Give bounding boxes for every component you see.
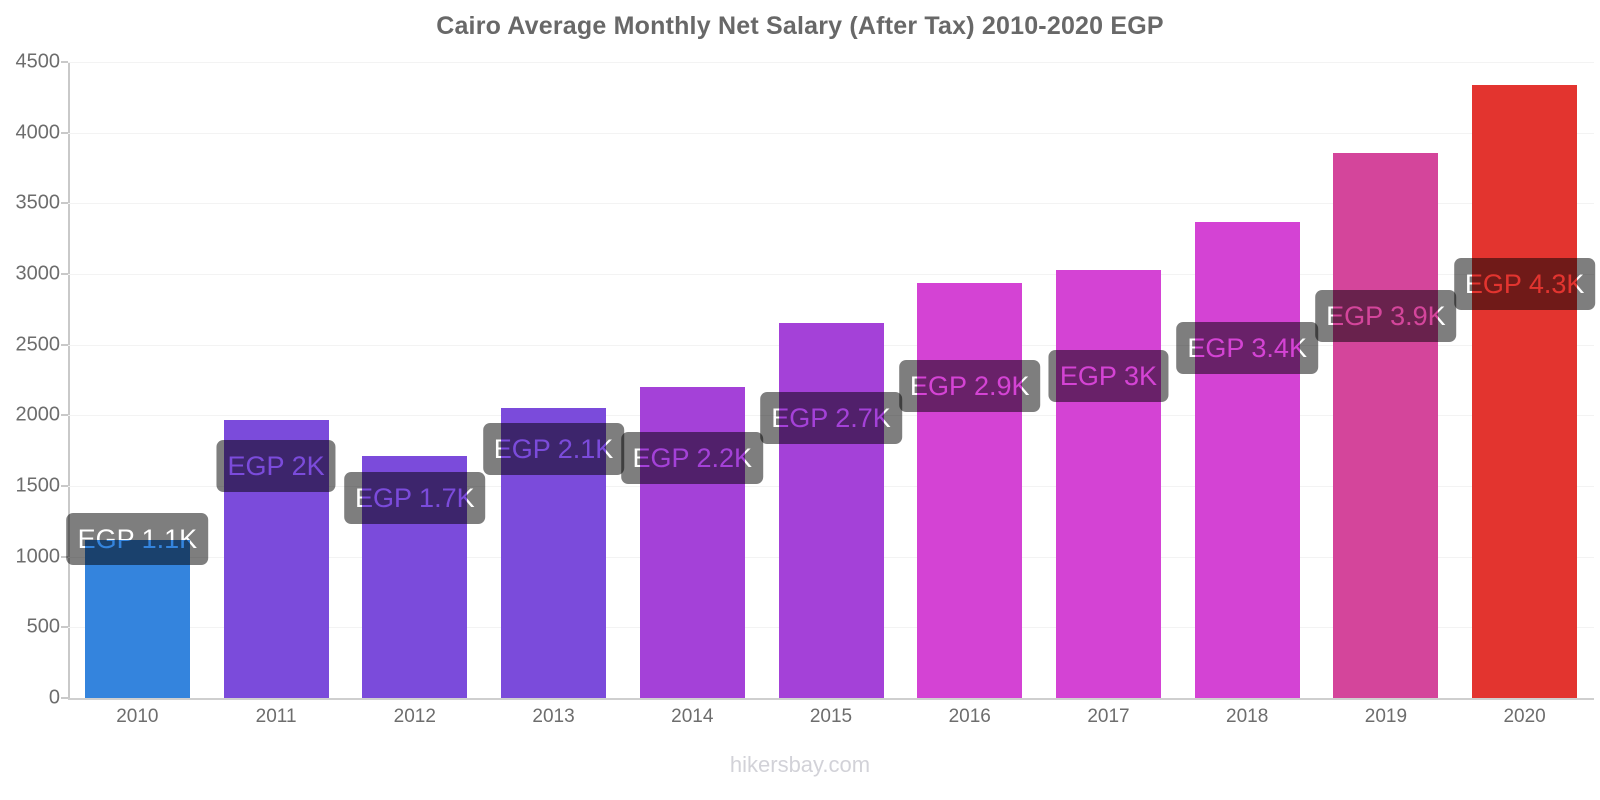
x-axis-label: 2019: [1364, 706, 1408, 727]
y-axis-label: 4500: [15, 50, 61, 73]
x-axis-label: 2016: [948, 706, 991, 727]
y-axis-label: 500: [26, 615, 60, 638]
footer-credit: hikersbay.com: [729, 752, 871, 777]
y-axis-label: 2000: [15, 403, 61, 426]
x-axis-label: 2017: [1087, 706, 1130, 727]
y-axis-label: 3500: [15, 191, 61, 214]
y-axis-line: [68, 62, 70, 700]
bar-value-label: EGP 2.7K: [760, 392, 902, 444]
bar-group[interactable]: [362, 62, 468, 698]
bar-series: [68, 62, 1594, 698]
x-axis-label: 2014: [671, 706, 714, 727]
bar[interactable]: [84, 539, 190, 698]
y-axis-tick: [61, 626, 68, 629]
bar-value-label: EGP 3.4K: [1176, 322, 1318, 374]
y-axis-label: 2500: [15, 333, 61, 356]
bar[interactable]: [1194, 221, 1300, 698]
bar[interactable]: [1333, 153, 1439, 698]
bar-value-label: EGP 2.1K: [482, 423, 625, 475]
bar-value-text: EGP 2.7K: [771, 402, 891, 433]
y-axis-tick: [61, 485, 68, 487]
x-axis-label: 2015: [809, 706, 853, 727]
bar-value-text: EGP 2.1K: [493, 433, 614, 464]
bar-group[interactable]: [1194, 62, 1300, 698]
plot-area: [68, 62, 1594, 700]
bar-group[interactable]: [1333, 62, 1439, 698]
bar[interactable]: [917, 283, 1023, 698]
bar-group[interactable]: [639, 62, 745, 698]
y-axis-label: 0: [48, 686, 60, 709]
gridline: [68, 203, 1594, 205]
bar-value-text: EGP 4.3K: [1464, 268, 1585, 299]
bar-value-text: EGP 3.9K: [1326, 300, 1446, 331]
bar-value-text: EGP 2K: [227, 450, 325, 481]
bar-value-text: EGP 2.9K: [909, 370, 1030, 401]
bar[interactable]: [778, 322, 884, 698]
x-axis-tick-labels: 2010 2011 2012 2013 2014 2015 2016 2017 2018 2019…: [68, 706, 1594, 742]
y-axis-tick: [61, 414, 68, 417]
y-axis-tick: [61, 697, 68, 699]
bar-value-text: EGP 2.2K: [632, 442, 753, 473]
y-axis-label: 4000: [15, 121, 61, 144]
bar-group[interactable]: [917, 62, 1023, 698]
y-axis-tick: [61, 202, 68, 205]
x-axis-label: 2010: [116, 706, 159, 727]
bar-value-label: EGP 3.9K: [1315, 290, 1457, 342]
bar-value-label: EGP 2K: [216, 440, 336, 492]
x-axis-label: 2013: [532, 706, 575, 727]
x-axis-label: 2012: [393, 706, 436, 727]
y-axis-label: 1500: [15, 474, 61, 497]
y-axis-tick: [61, 555, 68, 558]
bar-value-text: EGP 1.1K: [77, 523, 198, 554]
bar-group[interactable]: [501, 62, 607, 698]
x-axis-label: 2011: [255, 706, 297, 727]
bar-value-label: EGP 3K: [1048, 350, 1168, 402]
x-axis-label: 2020: [1503, 706, 1546, 727]
y-axis-tick-labels: 0 500 1000 1500 2000 2500 3000 3500 4000 4500: [0, 51, 68, 709]
gridline: [68, 274, 1594, 275]
y-axis-tick: [61, 273, 68, 275]
y-axis-tick: [61, 343, 68, 346]
gridline: [68, 132, 1594, 134]
bar-group[interactable]: [223, 62, 329, 698]
bar-value-text: EGP 1.7K: [355, 482, 475, 513]
y-axis-label: 1000: [15, 545, 61, 568]
bar[interactable]: [1472, 84, 1578, 698]
bar-value-label: EGP 2.2K: [621, 432, 764, 484]
gridline: [68, 62, 1594, 63]
bar-group[interactable]: [1055, 62, 1161, 698]
y-axis-tick: [61, 61, 68, 63]
bar-group[interactable]: [1472, 62, 1578, 698]
bar-value-label: EGP 2.9K: [898, 360, 1041, 412]
bar-value-label: EGP 1.7K: [344, 472, 486, 524]
bar[interactable]: [1055, 269, 1161, 698]
bar-value-text: EGP 3K: [1059, 360, 1157, 391]
bar-value-label: EGP 1.1K: [66, 513, 209, 565]
x-axis-label: 2018: [1226, 706, 1269, 727]
bar-value-label: EGP 4.3K: [1453, 258, 1596, 310]
y-axis-label: 3000: [15, 262, 61, 285]
bar-group[interactable]: [84, 62, 190, 698]
bar-group[interactable]: [778, 62, 884, 698]
y-axis-tick: [61, 131, 68, 134]
bar-value-text: EGP 3.4K: [1187, 332, 1307, 363]
gridline: [68, 698, 1594, 700]
chart-title: Cairo Average Monthly Net Salary (After …: [436, 12, 1164, 40]
